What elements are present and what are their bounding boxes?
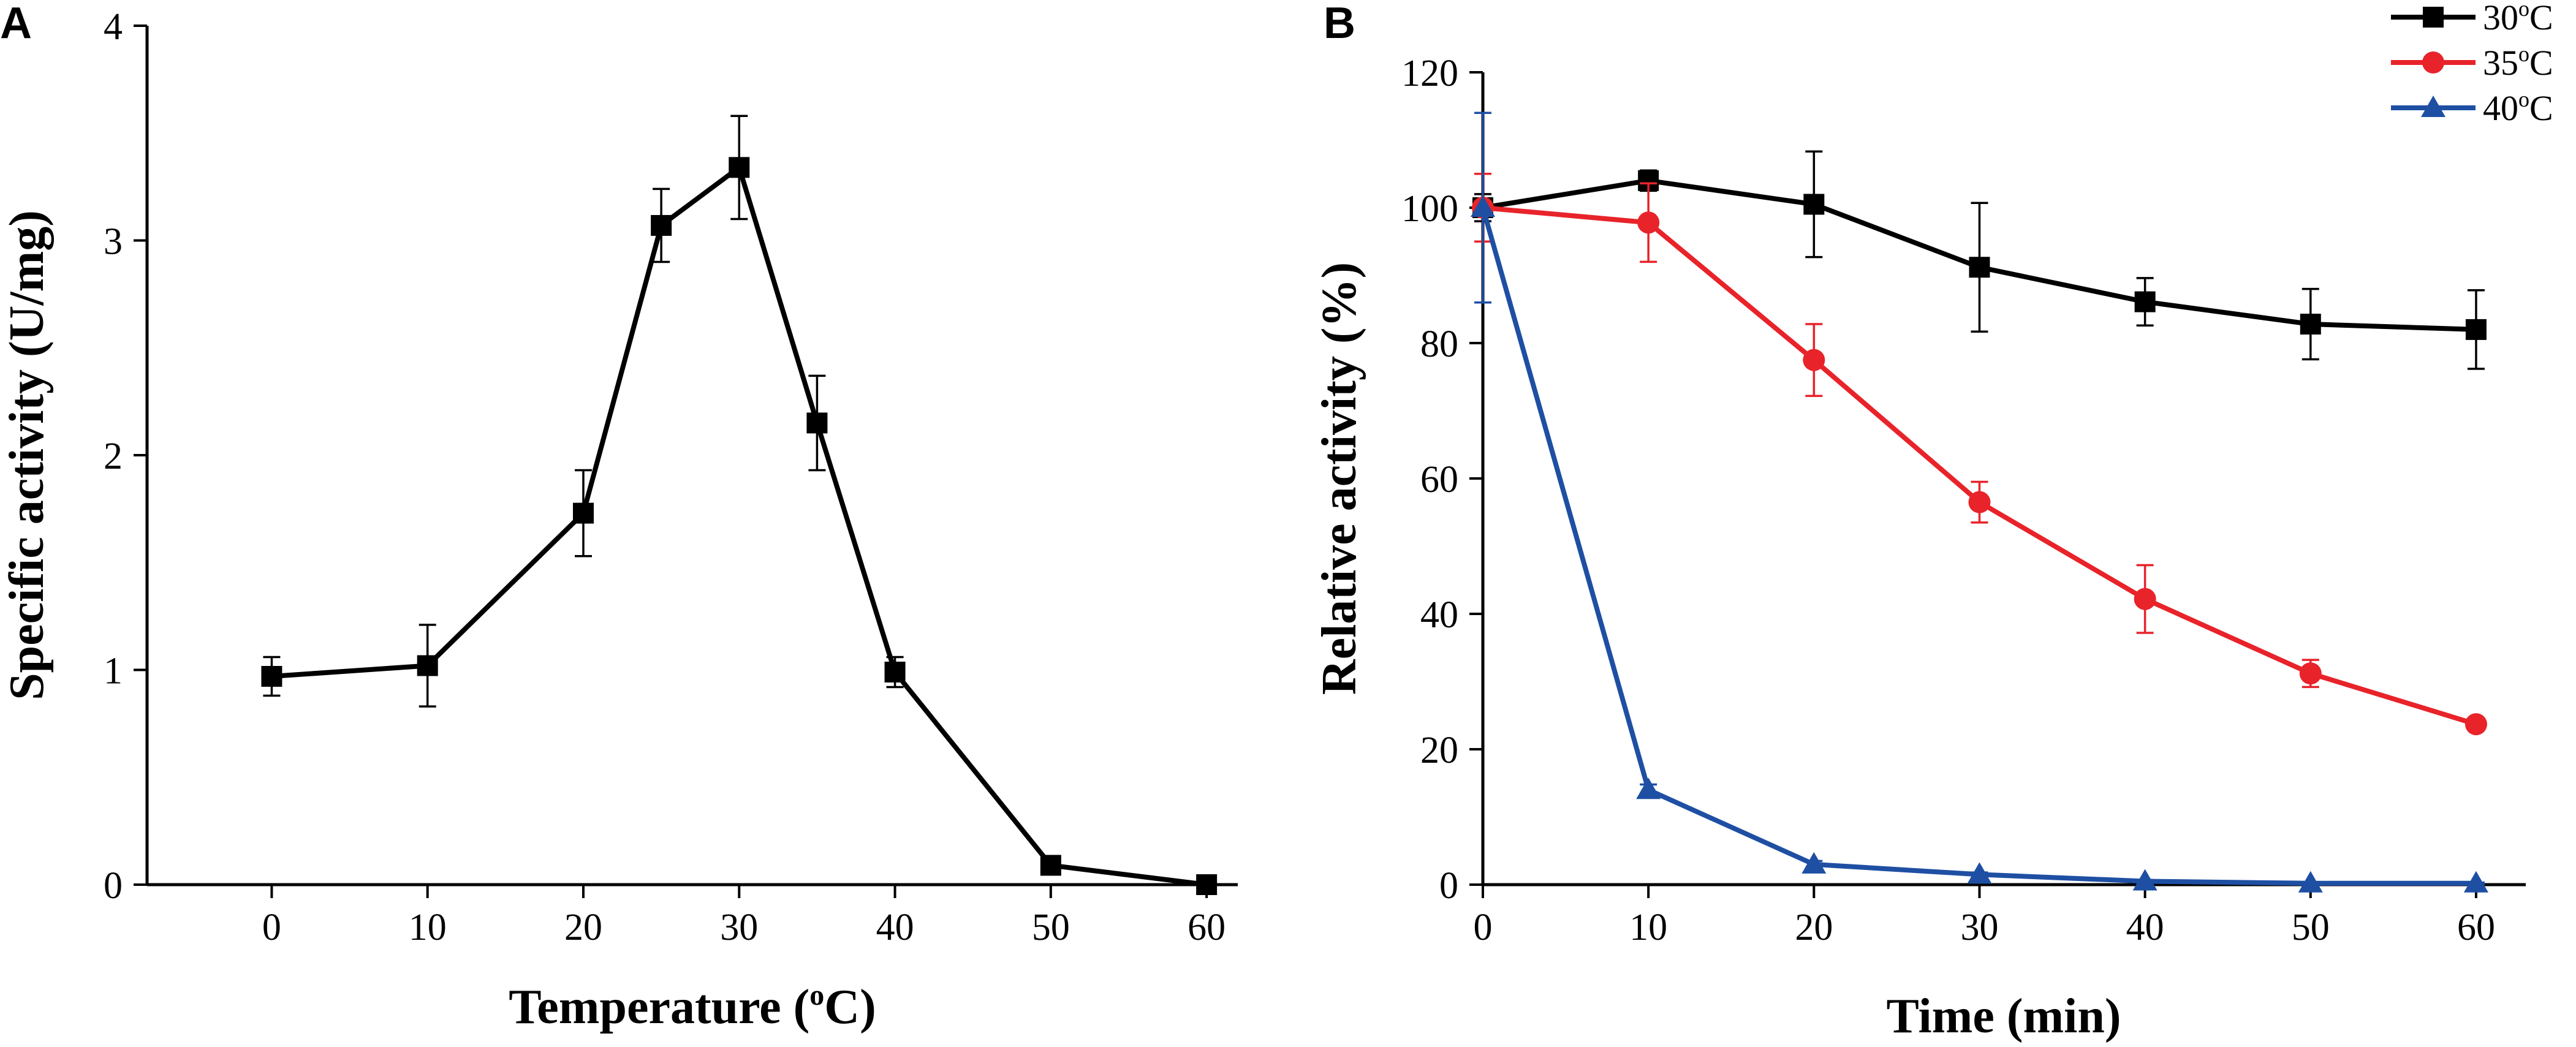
legend-label: 30oC bbox=[2483, 0, 2553, 37]
panel-b-series-30 bbox=[1472, 150, 2487, 370]
panel-b-x-tick-label: 0 bbox=[1474, 907, 1493, 948]
panel-a-y-tick-label: 3 bbox=[104, 221, 123, 263]
data-point bbox=[2465, 319, 2487, 340]
panel-b-x-tick-label: 10 bbox=[1629, 907, 1667, 948]
panel-b-y-axis-title: Relative activity (%) bbox=[1313, 262, 1366, 695]
data-point bbox=[1801, 852, 1827, 874]
legend-item-35: 35oC bbox=[2391, 42, 2553, 83]
panel-b-x-tick-label: 50 bbox=[2292, 907, 2330, 948]
data-point bbox=[261, 666, 282, 687]
data-point bbox=[1636, 777, 1661, 799]
legend-item-40: 40oC bbox=[2391, 87, 2553, 128]
data-point bbox=[1471, 195, 1495, 217]
data-point bbox=[2300, 314, 2321, 335]
panel-b-series-40 bbox=[1471, 112, 2488, 893]
panel-a-x-tick-label: 50 bbox=[1032, 907, 1070, 948]
panel-b-x-tick-label: 60 bbox=[2457, 907, 2495, 948]
data-point bbox=[573, 502, 594, 524]
panel-a-series-Specific activity bbox=[261, 115, 1218, 895]
data-point bbox=[651, 214, 672, 236]
panel-a-x-tick-label: 60 bbox=[1188, 907, 1225, 948]
panel-b-y-tick-label: 0 bbox=[1439, 865, 1458, 907]
panel-a-x-tick-label: 20 bbox=[564, 907, 602, 948]
panel-a-x-tick-label: 0 bbox=[262, 907, 281, 948]
panel-a-y-tick-label: 2 bbox=[104, 436, 123, 477]
data-point bbox=[2134, 291, 2156, 312]
panel-b-x-tick-label: 40 bbox=[2126, 907, 2164, 948]
data-point bbox=[1969, 257, 1990, 278]
panel-b-label: B bbox=[1324, 0, 1355, 48]
panel-b-y-tick-label: 80 bbox=[1420, 323, 1458, 365]
panel-a-ticks: 0 10 20 30 40 50 60 0 1 2 3 4 bbox=[104, 6, 1225, 948]
data-point bbox=[806, 412, 828, 434]
panel-b-x-axis-title: Time (min) bbox=[1887, 989, 2121, 1043]
data-point bbox=[2298, 871, 2323, 893]
data-point bbox=[2134, 588, 2156, 610]
data-point bbox=[2299, 662, 2322, 685]
series-line bbox=[271, 165, 1207, 887]
legend-label: 35oC bbox=[2483, 42, 2553, 83]
legend-item-30: 30oC bbox=[2391, 0, 2553, 37]
panel-a-x-tick-label: 10 bbox=[409, 907, 447, 948]
panel-b: B Relative activity (%) Time (min) 0 10 20… bbox=[1313, 0, 2553, 1043]
panel-a: A Specific activity (U/mg) Temperature (… bbox=[0, 0, 1238, 1034]
panel-b-x-tick-label: 20 bbox=[1795, 907, 1833, 948]
panel-b-data bbox=[1471, 112, 2488, 893]
panel-a-y-tick-label: 4 bbox=[104, 6, 123, 48]
panel-a-x-tick-label: 40 bbox=[876, 907, 914, 948]
panel-b-y-tick-label: 100 bbox=[1401, 188, 1458, 230]
data-point bbox=[2464, 713, 2487, 736]
panel-b-y-tick-label: 60 bbox=[1420, 459, 1458, 501]
panel-b-y-tick-label: 40 bbox=[1420, 594, 1458, 636]
panel-a-y-tick-label: 1 bbox=[104, 651, 123, 692]
panel-b-y-tick-label: 120 bbox=[1401, 53, 1458, 94]
data-point bbox=[884, 662, 906, 683]
panel-a-y-axis-title: Specific activity (U/mg) bbox=[0, 210, 54, 700]
data-point bbox=[1803, 349, 1825, 371]
panel-b-series-35 bbox=[1472, 173, 2487, 736]
panel-a-x-axis-title: Temperature (oC) bbox=[509, 979, 876, 1034]
legend-label: 40oC bbox=[2483, 87, 2553, 128]
panel-a-data bbox=[261, 115, 1218, 895]
legend-swatch-marker bbox=[2422, 51, 2444, 74]
panel-a-y-tick-label: 0 bbox=[104, 865, 123, 907]
data-point bbox=[729, 157, 750, 178]
legend-swatch-marker bbox=[2423, 7, 2444, 28]
data-point bbox=[1968, 491, 1991, 513]
data-point bbox=[2132, 869, 2157, 891]
data-point bbox=[2463, 871, 2488, 893]
data-point bbox=[1040, 855, 1061, 876]
data-point bbox=[1637, 211, 1660, 234]
panel-b-x-tick-label: 30 bbox=[1960, 907, 1998, 948]
data-point bbox=[1967, 862, 1992, 884]
data-point bbox=[417, 655, 438, 676]
data-point bbox=[1196, 874, 1218, 895]
panel-a-x-tick-label: 30 bbox=[720, 907, 758, 948]
data-point bbox=[1803, 194, 1825, 215]
panel-a-label: A bbox=[0, 0, 32, 48]
panel-b-y-tick-label: 20 bbox=[1420, 730, 1458, 771]
legend-swatch-marker bbox=[2421, 96, 2445, 117]
panel-b-ticks: 0 10 20 30 40 50 60 0 20 40 60 80 100 120 bbox=[1401, 53, 2495, 948]
